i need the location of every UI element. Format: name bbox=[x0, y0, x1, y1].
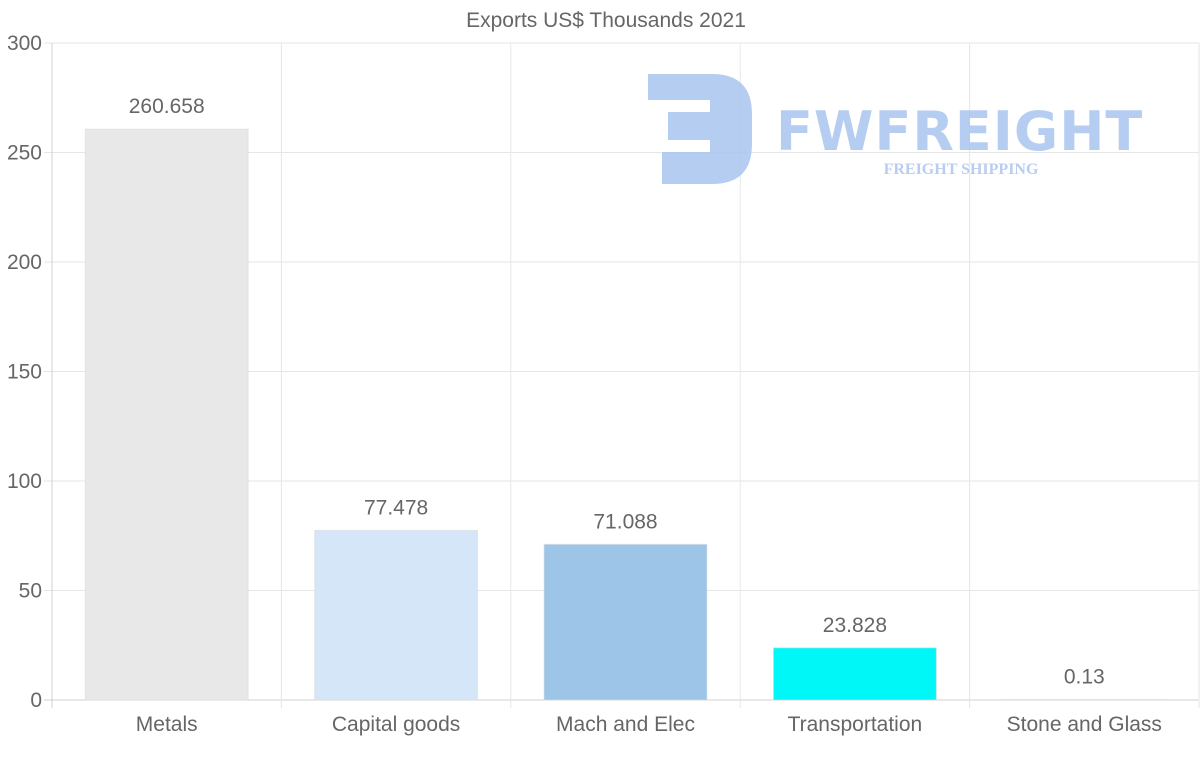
data-label: 23.828 bbox=[823, 614, 887, 637]
x-tick-label: Mach and Elec bbox=[556, 713, 695, 736]
bar-transportation[interactable] bbox=[772, 647, 937, 701]
watermark-brand-text: FWFREIGHT bbox=[776, 100, 1143, 163]
data-label: 77.478 bbox=[364, 496, 428, 519]
y-tick-label: 0 bbox=[30, 689, 42, 712]
watermark-tagline-text: FREIGHT SHIPPING bbox=[884, 161, 1039, 178]
watermark-logo: FWFREIGHT FREIGHT SHIPPING bbox=[648, 74, 1143, 184]
chart-title: Exports US$ Thousands 2021 bbox=[466, 9, 746, 32]
data-label: 260.658 bbox=[129, 95, 205, 118]
x-tick-label: Stone and Glass bbox=[1007, 713, 1162, 736]
y-tick-label: 150 bbox=[7, 361, 42, 384]
watermark-mark-icon bbox=[648, 74, 752, 184]
data-label: 0.13 bbox=[1064, 666, 1105, 689]
bar-mach-and-elec[interactable] bbox=[543, 543, 708, 701]
x-tick-label: Transportation bbox=[788, 713, 923, 736]
labels-layer: 0 50 100 150 200 250 300 260.658 Metals 77.478 Cap… bbox=[7, 32, 1162, 736]
y-tick-label: 100 bbox=[7, 470, 42, 493]
y-tick-label: 300 bbox=[7, 32, 42, 55]
bar-stone-and-glass[interactable] bbox=[1002, 699, 1167, 701]
x-tick-label: Capital goods bbox=[332, 713, 460, 736]
x-tick-label: Metals bbox=[136, 713, 198, 736]
data-label: 71.088 bbox=[593, 510, 657, 533]
y-tick-label: 250 bbox=[7, 142, 42, 165]
bar-capital-goods[interactable] bbox=[314, 529, 479, 701]
y-tick-label: 200 bbox=[7, 251, 42, 274]
bar-metals[interactable] bbox=[84, 128, 249, 701]
bars-layer bbox=[84, 128, 1167, 701]
y-tick-label: 50 bbox=[19, 580, 42, 603]
